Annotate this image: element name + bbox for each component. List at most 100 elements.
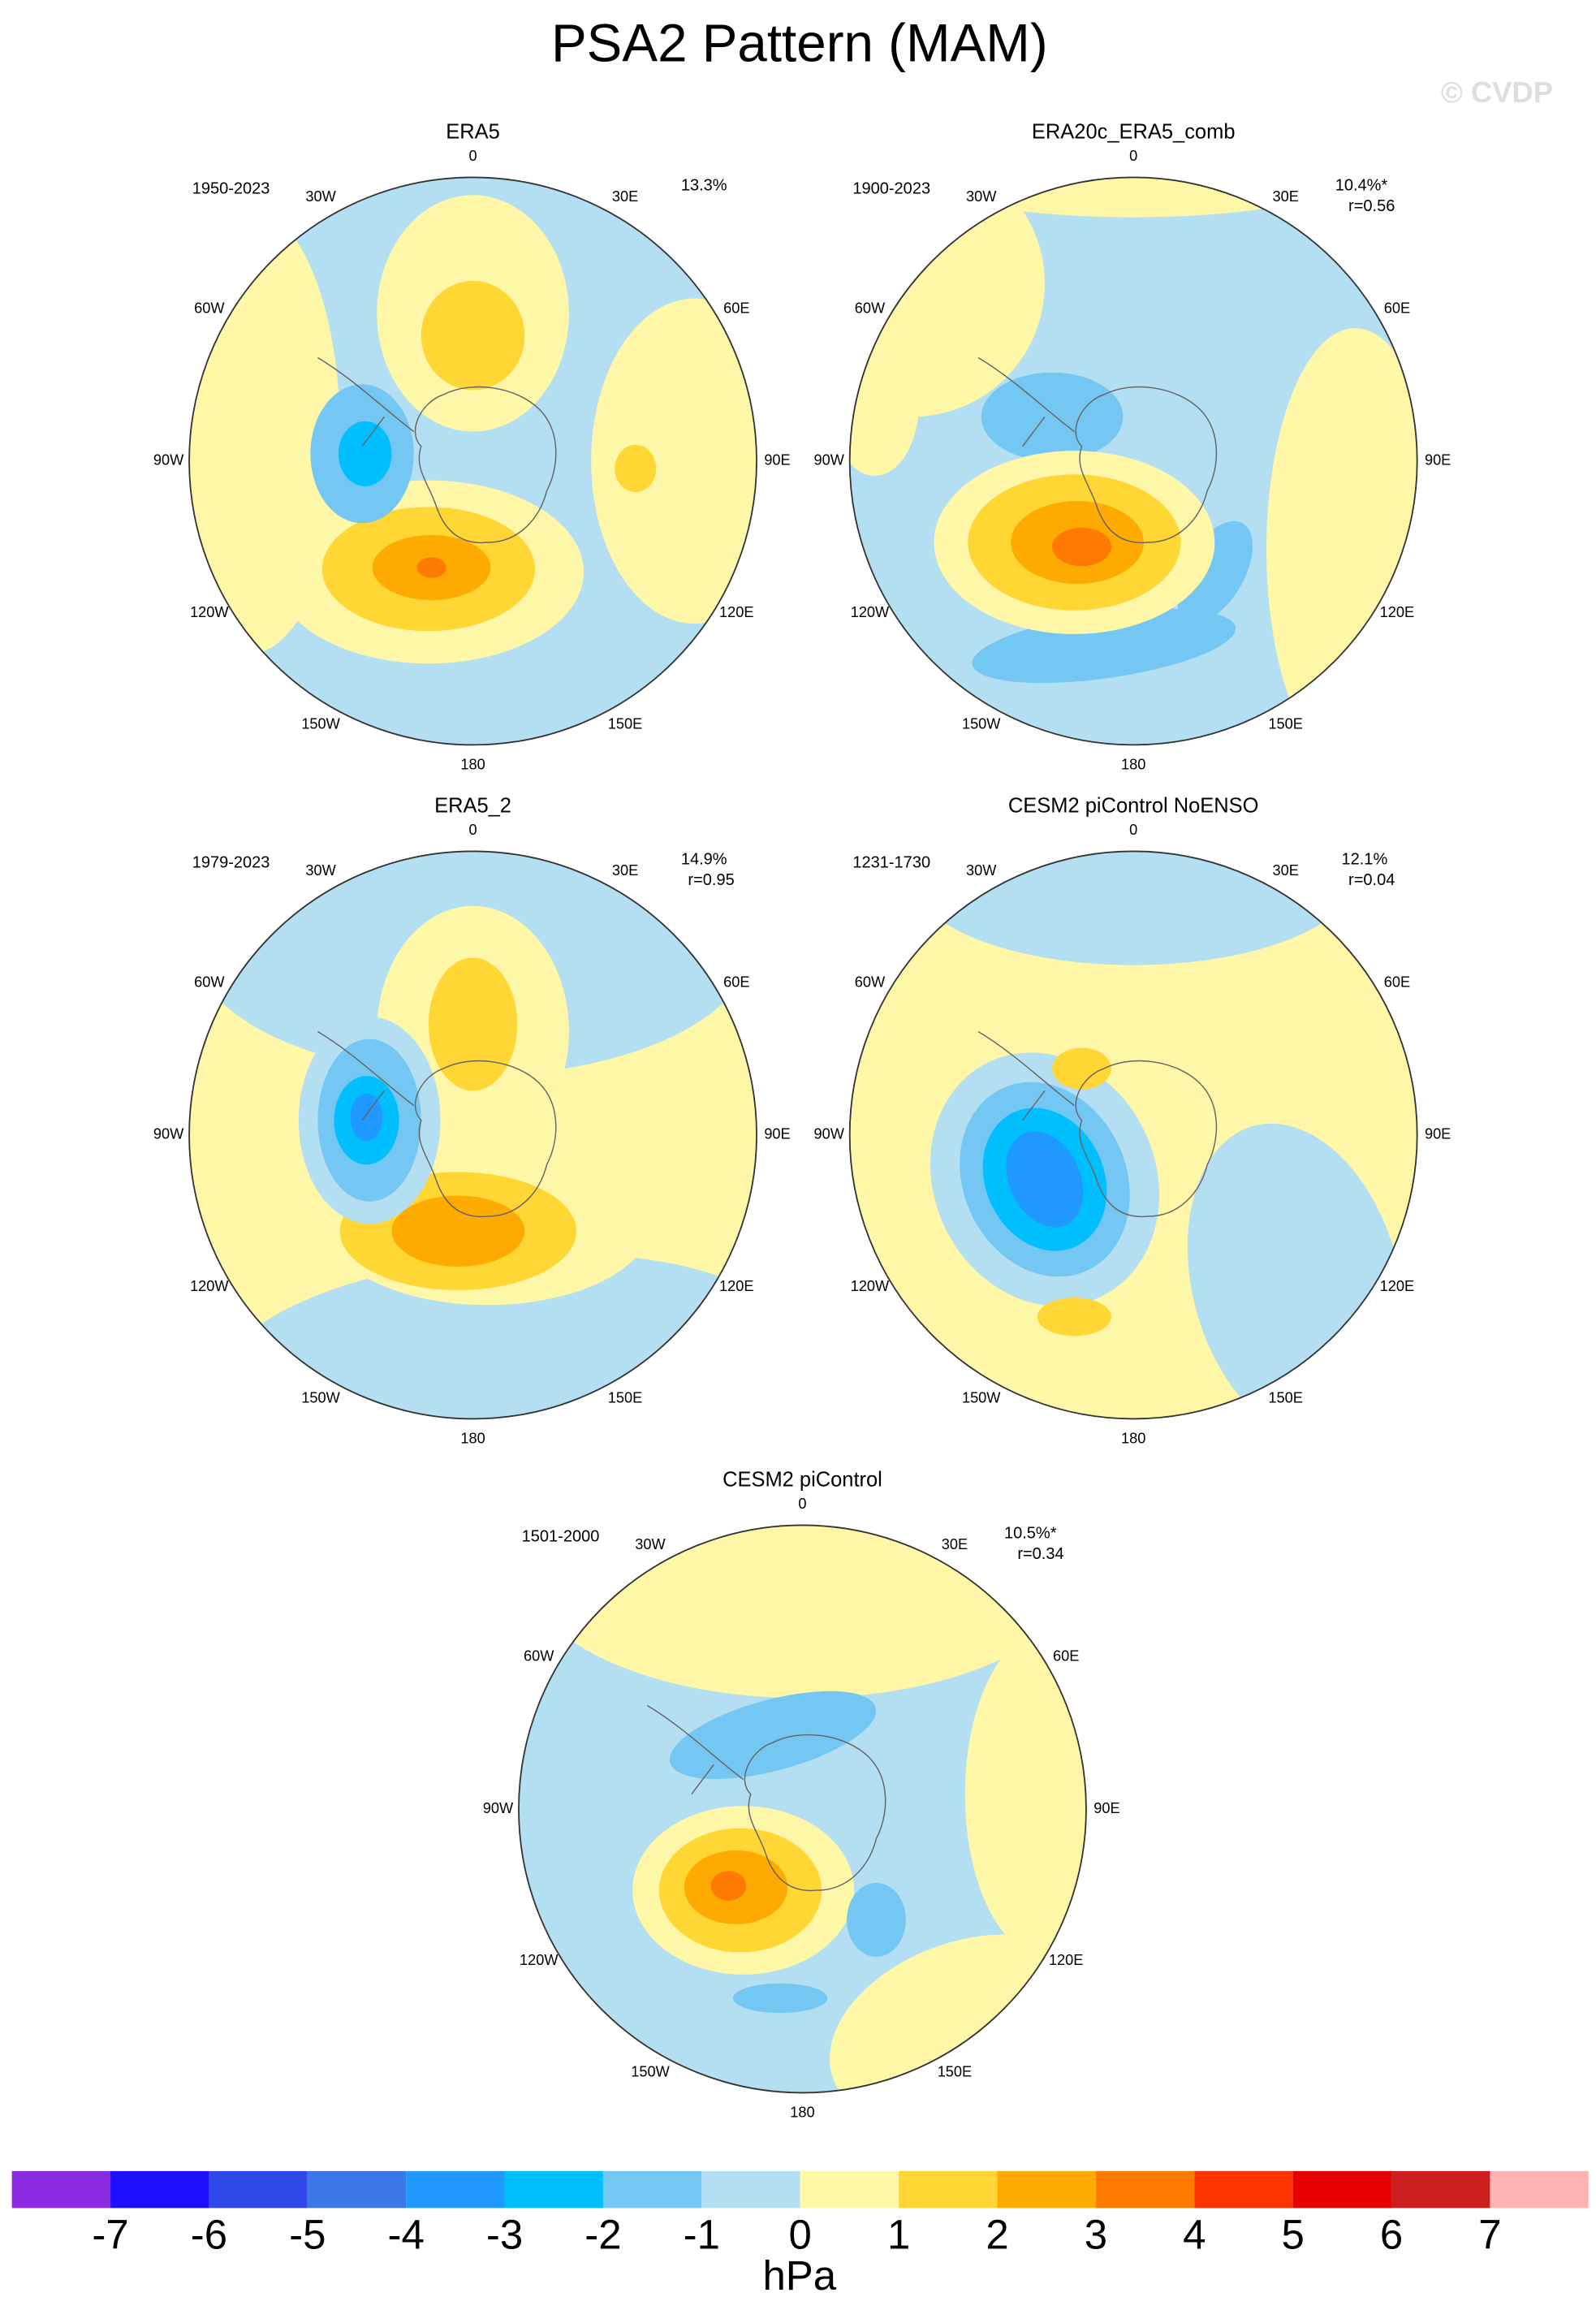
longitude-label: 0 [468,822,477,838]
contour-fill [1266,328,1417,745]
longitude-label: 60E [1053,1647,1079,1664]
colorbar-box [110,2170,209,2209]
period-label: 1900-2023 [852,179,930,197]
variance-label: 12.1% [1342,851,1388,869]
longitude-label: 180 [790,2105,814,2121]
longitude-label: 120E [719,604,753,620]
map-border [518,1524,1087,2094]
map-border [188,176,757,746]
longitude-label: 150W [301,1389,340,1405]
colorbar-tick-label: -2 [584,2211,621,2257]
variance-label: 13.3% [681,177,727,195]
longitude-label: 180 [1121,1431,1145,1447]
longitude-label: 0 [798,1496,806,1512]
contour-field [189,851,757,1419]
longitude-label: 90E [1093,1800,1119,1816]
longitude-label: 150E [1268,1389,1302,1405]
contour-fill [350,1093,383,1142]
longitude-label: 30W [305,862,336,879]
longitude-label: 90W [483,1800,514,1816]
contour-fill [338,421,392,486]
longitude-label: 90E [1425,1126,1451,1142]
colorbar: -7 -6 -5 -4 -3 -2 -1 0 1 2 3 4 5 6 7 hPa [11,2170,1589,2299]
colorbar-tick-label: 6 [1380,2211,1403,2257]
colorbar-box [1194,2170,1293,2209]
colorbar-tick-label: 0 [789,2211,812,2257]
period-label: 1501-2000 [522,1527,600,1545]
map-panel: ERA5 1950-2023 13.3% 0 30E 60E 90E 120E 150E 180 1… [153,121,791,773]
colorbar-box [1391,2170,1490,2209]
contour-fill [1037,1297,1111,1336]
longitude-label: 60W [855,300,886,316]
correlation-label: r=0.04 [1348,871,1395,889]
longitude-label: 180 [1121,757,1145,773]
map-border [848,850,1418,1420]
colorbar-tick-label: -7 [92,2211,128,2257]
panel-title: ERA5_2 [434,795,511,818]
panel-title: ERA5 [446,121,500,144]
contour-fill [1006,1131,1084,1228]
contour-fill [732,1983,828,2014]
colorbar-tick-label: 3 [1085,2211,1107,2257]
longitude-label: 120W [851,1278,890,1294]
colorbar-box [701,2170,800,2209]
contour-fill [1052,527,1111,567]
variance-label: 10.4%* [1335,177,1388,195]
longitude-label: 30E [612,188,638,205]
contour-fill [847,1882,906,1957]
longitude-label: 90W [814,1126,845,1142]
contour-fill [669,1690,877,1780]
longitude-label: 60E [723,974,749,990]
colorbar-box [307,2170,407,2209]
contour-fill [710,1871,747,1901]
longitude-label: 60W [194,300,225,316]
variance-label: 10.5%* [1004,1525,1057,1543]
correlation-label: r=0.95 [688,871,734,889]
colorbar-tick-label: 7 [1478,2211,1501,2257]
colorbar-box [504,2170,603,2209]
longitude-label: 60W [524,1647,554,1664]
contour-field [849,177,1417,745]
longitude-label: 90W [153,452,184,468]
correlation-label: r=0.56 [1348,197,1395,215]
longitude-label: 90W [814,452,845,468]
panel-title: CESM2 piControl NoENSO [1008,795,1259,818]
map-panel: CESM2 piControl 1501-2000 10.5%* r=0.34 0 30E… [483,1469,1120,2121]
longitude-label: 60E [1384,974,1410,990]
longitude-label: 90E [764,452,790,468]
colorbar-box [1095,2170,1195,2209]
panel-title: ERA20c_ERA5_comb [1032,121,1236,144]
longitude-label: 90W [153,1126,184,1142]
longitude-label: 120E [1380,604,1414,620]
colorbar-box [602,2170,702,2209]
longitude-label: 60W [855,974,886,990]
contour-fill [428,957,518,1091]
correlation-label: r=0.34 [1017,1545,1063,1563]
longitude-label: 120W [851,604,890,620]
longitude-label: 90E [764,1126,790,1142]
colorbar-box [209,2170,308,2209]
map-border [188,850,757,1420]
longitude-label: 120E [1049,1952,1083,1968]
colorbar-box [800,2170,899,2209]
longitude-label: 120W [190,1278,229,1294]
contour-fill [964,1631,1086,1957]
longitude-label: 120E [1380,1278,1414,1294]
longitude-label: 120W [190,604,229,620]
contour-fill [981,372,1124,461]
colorbar-tick-label: 4 [1183,2211,1206,2257]
contour-fill [615,444,657,493]
longitude-label: 60E [723,300,749,316]
longitude-label: 150W [301,715,340,732]
longitude-label: 60W [194,974,225,990]
period-label: 1950-2023 [192,179,270,197]
colorbar-tick-label: -3 [486,2211,523,2257]
colorbar-box [1490,2170,1589,2209]
period-label: 1231-1730 [852,853,930,871]
longitude-label: 120E [719,1278,753,1294]
map-panel: CESM2 piControl NoENSO 1231-1730 12.1% r=0.… [814,795,1451,1447]
period-label: 1979-2023 [192,853,270,871]
colorbar-tick-label: -1 [684,2211,720,2257]
longitude-label: 150E [1268,715,1302,732]
